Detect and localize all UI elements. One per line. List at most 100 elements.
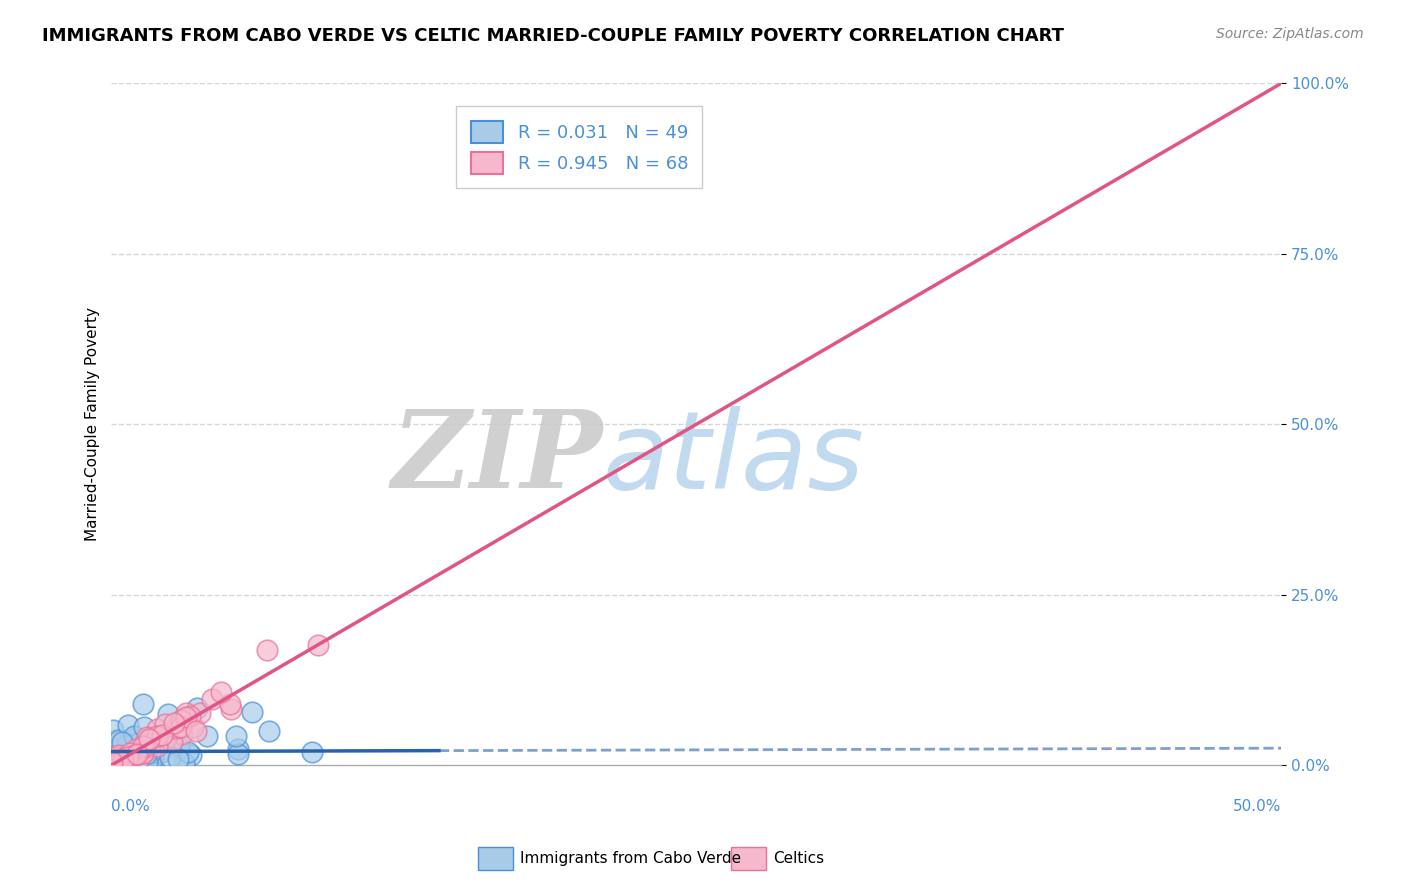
Point [136,731,159,745]
Point [132,738,155,752]
Point [156,706,179,721]
Point [107,753,129,767]
Point [226,741,249,756]
Point [167,720,190,734]
Point [107,754,129,768]
Point [132,739,155,754]
Point [146,730,169,744]
Point [174,706,197,720]
Point [108,755,131,769]
Point [177,745,200,759]
Point [138,731,160,746]
Point [112,751,135,765]
Point [108,748,131,763]
Point [134,740,156,755]
Point [301,745,323,759]
Point [188,706,211,720]
Point [104,756,127,771]
Point [117,735,139,749]
Point [145,731,167,745]
Point [179,709,201,723]
Point [107,756,129,771]
Text: Celtics: Celtics [773,852,824,866]
Point [131,747,153,762]
Point [170,720,193,734]
Point [167,752,190,766]
Point [170,714,193,728]
Point [120,747,142,761]
Point [100,758,122,772]
Point [127,753,149,767]
Point [103,755,125,769]
Point [173,756,195,770]
Point [135,747,157,762]
Point [170,727,193,741]
Point [114,750,136,764]
Point [162,716,184,731]
Point [136,755,159,769]
Point [145,739,167,753]
Point [124,748,146,763]
Point [125,737,148,751]
Point [117,718,139,732]
Point [105,758,128,772]
Point [120,746,142,760]
Point [134,745,156,759]
Point [125,748,148,763]
Point [136,758,159,772]
Point [139,736,162,750]
Point [124,731,146,745]
Point [226,747,249,761]
Point [142,751,165,765]
Point [111,752,134,766]
Text: IMMIGRANTS FROM CABO VERDE VS CELTIC MARRIED-COUPLE FAMILY POVERTY CORRELATION C: IMMIGRANTS FROM CABO VERDE VS CELTIC MAR… [42,27,1064,45]
Point [149,747,172,761]
Point [108,733,131,747]
Point [110,754,132,768]
Text: 0.0%: 0.0% [111,799,150,814]
Point [155,731,177,746]
Point [103,756,125,771]
Point [132,697,155,711]
Text: 50.0%: 50.0% [1233,799,1281,814]
Point [219,697,242,711]
Point [165,721,187,735]
Point [256,642,278,657]
Point [153,716,176,731]
Point [160,736,183,750]
Point [132,746,155,760]
Point [118,751,141,765]
Point [101,758,124,772]
Point [307,638,329,652]
Point [112,753,135,767]
Y-axis label: Married-Couple Family Poverty: Married-Couple Family Poverty [86,308,100,541]
Point [100,755,122,769]
Point [124,729,146,743]
Point [181,720,204,734]
Point [117,749,139,764]
Point [139,746,162,760]
Point [103,749,125,764]
Point [201,692,224,706]
Point [127,747,149,762]
Point [159,750,181,764]
Point [257,724,280,739]
Point [145,722,167,736]
Point [108,751,131,765]
Point [125,742,148,756]
Point [101,756,124,770]
Point [139,731,162,745]
Point [125,757,148,772]
Point [174,710,197,724]
Point [101,756,124,771]
Point [124,747,146,762]
Point [111,735,134,749]
Point [150,728,173,742]
Point [112,753,135,767]
Point [141,748,163,763]
Point [134,751,156,765]
Point [240,705,263,719]
Text: atlas: atlas [603,406,865,511]
Point [136,745,159,759]
Point [103,753,125,767]
